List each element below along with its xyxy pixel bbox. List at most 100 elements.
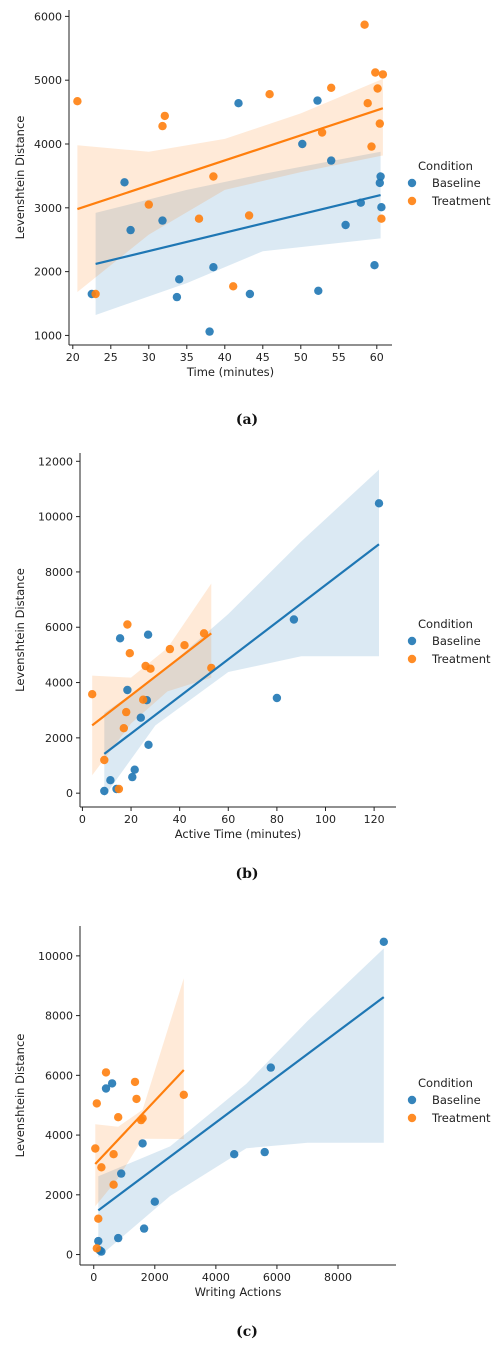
data-point-treatment [144, 200, 153, 209]
data-point-treatment [244, 211, 254, 220]
data-point-baseline [94, 1236, 103, 1246]
data-point-treatment [165, 644, 175, 654]
legend: Condition Baseline Treatment [407, 1076, 491, 1125]
x-tick-label: 20 [66, 351, 80, 364]
x-tick-label: 45 [256, 351, 270, 364]
data-point-treatment [179, 1090, 188, 1100]
legend-label-treatment: Treatment [431, 652, 491, 666]
data-point-treatment [229, 282, 238, 291]
data-point-baseline [209, 263, 218, 272]
data-point-treatment [100, 755, 109, 765]
regression-line-treatment [77, 107, 384, 211]
legend-label-baseline: Baseline [432, 1093, 481, 1107]
data-point-treatment [130, 1077, 140, 1087]
data-point-treatment [73, 97, 82, 106]
y-tick-label: 12000 [38, 455, 73, 468]
x-tick-label: 55 [332, 351, 346, 364]
data-point-baseline [107, 1079, 117, 1088]
data-point-baseline [114, 1233, 123, 1243]
caption-b: (b) [235, 866, 258, 882]
regression-line-baseline [103, 543, 380, 755]
x-tick-label: 30 [142, 351, 156, 364]
data-point-treatment [91, 289, 100, 299]
legend-label-treatment: Treatment [431, 194, 491, 208]
data-point-treatment [265, 90, 274, 99]
y-axis-label: Levenshtein Distance [13, 116, 27, 240]
ci-band-baseline [95, 151, 381, 315]
y-tick-label: 10000 [38, 511, 73, 524]
ci-band-treatment [95, 978, 184, 1207]
data-point-treatment [317, 128, 327, 137]
y-tick-label: 6000 [34, 10, 62, 23]
data-point-baseline [379, 937, 388, 946]
data-point-treatment [92, 1099, 102, 1108]
data-point-baseline [272, 693, 282, 703]
legend-marker-treatment [407, 1113, 417, 1123]
ci-band-baseline [104, 469, 380, 797]
data-point-baseline [106, 776, 115, 785]
x-axis-label: Time (minutes) [186, 365, 274, 379]
caption-a: (a) [236, 412, 258, 428]
legend-marker-baseline [407, 178, 417, 188]
data-point-baseline [150, 1197, 159, 1206]
x-tick-label: 0 [79, 813, 86, 826]
y-tick-label: 0 [66, 1249, 73, 1262]
caption-c: (c) [236, 1324, 258, 1340]
y-axis-label: Levenshtein Distance [13, 568, 27, 692]
data-point-treatment [367, 142, 376, 151]
x-tick-label: 50 [294, 351, 308, 364]
y-tick-label: 6000 [45, 621, 73, 634]
x-axis-label: Active Time (minutes) [175, 827, 302, 841]
data-point-treatment [180, 641, 189, 650]
data-point-treatment [160, 111, 169, 121]
data-point-treatment [375, 119, 384, 128]
y-axis-label: Levenshtein Distance [13, 1034, 27, 1158]
data-point-treatment [199, 629, 209, 638]
data-point-treatment [92, 1244, 102, 1253]
data-point-baseline [143, 630, 153, 639]
y-tick-label: 4000 [45, 677, 73, 690]
ci-band-treatment [77, 78, 383, 293]
data-point-treatment [119, 724, 128, 733]
x-tick-label: 20 [124, 813, 138, 826]
data-point-treatment [377, 214, 386, 223]
x-tick-label: 100 [315, 813, 336, 826]
data-point-baseline [138, 1139, 147, 1148]
data-point-treatment [378, 70, 388, 79]
x-tick-label: 120 [364, 813, 385, 826]
y-tick-label: 3000 [34, 202, 62, 215]
legend-title: Condition [418, 159, 473, 173]
y-tick-label: 0 [66, 787, 73, 800]
data-point-baseline [100, 786, 109, 796]
data-point-treatment [122, 707, 131, 717]
legend-label-baseline: Baseline [432, 634, 481, 648]
data-point-treatment [125, 649, 134, 658]
data-point-baseline [130, 765, 139, 774]
y-tick-label: 8000 [45, 1010, 73, 1023]
y-tick-label: 6000 [45, 1069, 73, 1082]
data-point-treatment [158, 121, 167, 131]
legend-marker-baseline [407, 1095, 417, 1105]
data-point-treatment [109, 1180, 118, 1189]
data-point-baseline [374, 499, 384, 508]
data-point-baseline [123, 685, 132, 695]
regression-line-baseline [97, 996, 385, 1212]
data-point-treatment [209, 172, 218, 181]
data-point-treatment [123, 620, 132, 629]
chart-panel-c: 0 2000 4000 6000 8000 0 2000 4000 6000 8000 10000 W… [13, 926, 491, 1340]
x-tick-label: 8000 [324, 1271, 352, 1284]
data-point-baseline [128, 772, 137, 782]
regression-line-treatment [91, 632, 212, 727]
data-point-treatment [114, 1113, 123, 1122]
data-point-treatment [327, 83, 336, 93]
legend-marker-treatment [407, 654, 417, 664]
x-tick-label: 40 [173, 813, 187, 826]
x-tick-label: 80 [270, 813, 284, 826]
legend-title: Condition [418, 1076, 473, 1090]
x-tick-label: 60 [370, 351, 384, 364]
data-point-baseline [158, 216, 167, 225]
data-point-baseline [289, 615, 299, 624]
data-point-treatment [132, 1094, 141, 1104]
data-point-baseline [172, 292, 182, 302]
